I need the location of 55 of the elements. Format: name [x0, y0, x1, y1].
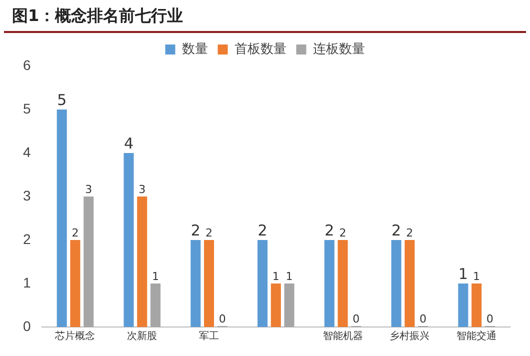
data-label: 1 — [473, 270, 480, 283]
x-tick-label: 军工 — [199, 330, 220, 342]
data-label: 1 — [272, 270, 280, 283]
data-label: 2 — [190, 221, 200, 240]
x-tick-label: 智能机器 — [322, 330, 363, 342]
bar — [56, 110, 67, 327]
y-tick-label: 1 — [22, 274, 31, 290]
bar — [472, 284, 482, 327]
data-label: 1 — [152, 270, 159, 283]
data-label: 5 — [57, 90, 67, 109]
data-label: 1 — [286, 270, 293, 283]
data-label: 2 — [406, 226, 414, 240]
y-tick-label: 5 — [22, 100, 31, 116]
data-label: 2 — [339, 226, 346, 240]
x-tick-label: 乡村振兴 — [390, 330, 430, 342]
x-tick-label: 智能交通 — [456, 330, 497, 342]
chart-title: 图1：概念排名前七行业 — [4, 0, 526, 33]
bar — [190, 240, 201, 327]
data-label: 4 — [124, 134, 134, 152]
bar — [258, 240, 268, 327]
bar — [458, 284, 468, 327]
y-tick-label: 3 — [22, 187, 31, 204]
bar — [270, 284, 281, 327]
bar — [204, 240, 214, 327]
data-label: 0 — [420, 312, 427, 326]
data-label: 2 — [72, 226, 79, 240]
bar — [137, 196, 148, 327]
data-label: 2 — [392, 221, 402, 240]
data-label: 2 — [206, 226, 213, 240]
y-tick-label: 6 — [22, 56, 31, 73]
data-label: 1 — [458, 264, 468, 283]
bar — [150, 284, 161, 327]
data-label: 2 — [258, 221, 268, 240]
bar — [338, 240, 348, 327]
x-tick-label: 次新股 — [127, 330, 158, 342]
y-tick-label: 2 — [22, 230, 31, 247]
data-label: 0 — [486, 312, 494, 326]
data-label: 2 — [324, 221, 334, 240]
y-tick-label: 0 — [22, 318, 31, 334]
bar — [284, 284, 294, 327]
legend-label: 连板数量 — [312, 41, 365, 56]
data-label: 0 — [218, 312, 226, 326]
bar — [324, 240, 334, 327]
data-label: 0 — [352, 312, 360, 326]
data-label: 3 — [138, 182, 146, 196]
legend-label: 数量 — [182, 41, 208, 56]
data-label: 3 — [85, 182, 92, 196]
legend-label: 首板数量 — [234, 41, 286, 56]
bar — [391, 240, 402, 327]
bar — [84, 196, 94, 327]
bar — [70, 240, 80, 327]
bar — [124, 153, 134, 327]
x-tick-label: 芯片概念 — [54, 330, 96, 342]
y-tick-label: 4 — [22, 144, 31, 160]
bar — [404, 240, 415, 327]
